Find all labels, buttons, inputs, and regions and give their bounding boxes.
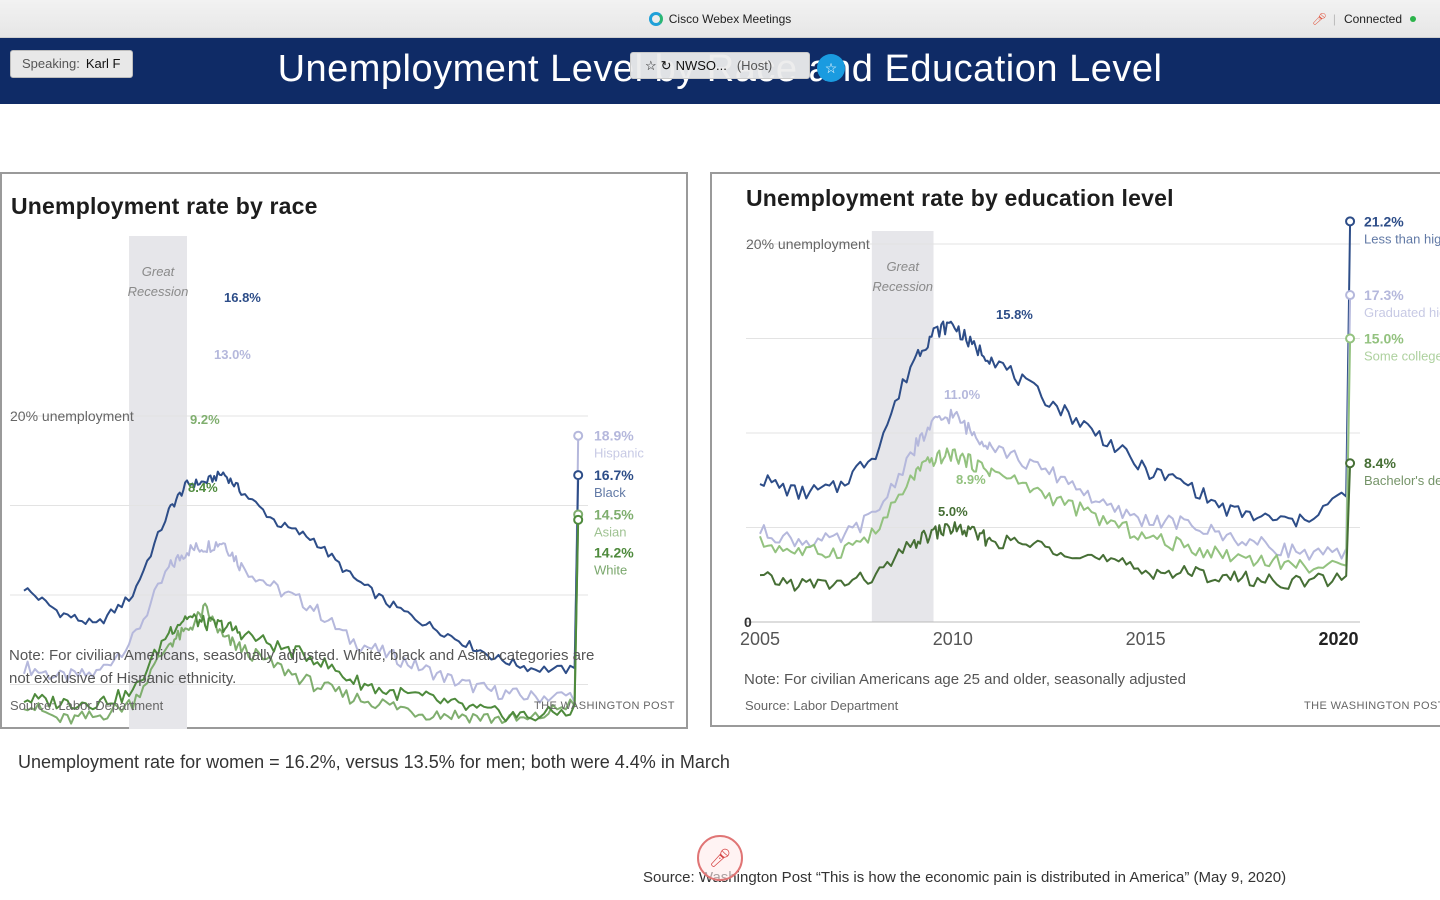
recession-label: Recession bbox=[128, 284, 189, 299]
active-speaker-badge: Speaking: Karl F bbox=[10, 50, 133, 78]
peak-data-label: 5.0% bbox=[938, 504, 968, 519]
education-chart-note: Note: For civilian Americans age 25 and … bbox=[744, 671, 1186, 688]
share-control-icon[interactable]: ↻ bbox=[660, 58, 672, 73]
series-end-marker bbox=[573, 430, 584, 441]
pin-share-icon[interactable]: ☆ bbox=[817, 54, 845, 82]
education-chart-source: Source: Labor Department bbox=[745, 698, 899, 713]
women-vs-men-note: Unemployment rate for women = 16.2%, ver… bbox=[18, 752, 730, 772]
series-end-marker bbox=[573, 514, 584, 525]
recession-label: Recession bbox=[872, 279, 933, 294]
presenter-chip[interactable]: ☆ ↻ NWSO... (Host) bbox=[630, 52, 810, 79]
end-series-name-label: Graduated high school bbox=[1364, 305, 1440, 320]
x-tick-label: 2005 bbox=[740, 629, 780, 649]
window-title-bar: Cisco Webex Meetings 🎤︎ | Connected bbox=[0, 0, 1440, 38]
webex-logo-icon bbox=[648, 12, 663, 26]
series-line-black bbox=[23, 470, 580, 675]
series-line-white bbox=[23, 519, 580, 723]
app-title-text: Cisco Webex Meetings bbox=[668, 12, 792, 26]
series-line-asian bbox=[23, 514, 580, 725]
series-line-some-college bbox=[759, 338, 1352, 574]
y-axis-top-label: 20% unemployment bbox=[10, 408, 134, 424]
series-line-less-than-high-school bbox=[759, 221, 1352, 528]
end-value-label: 14.2% bbox=[594, 544, 634, 560]
peak-data-label: 8.9% bbox=[956, 472, 986, 487]
peak-data-label: 11.0% bbox=[944, 387, 981, 402]
education-chart-credit: THE WASHINGTON POST bbox=[1304, 700, 1440, 712]
x-tick-label: 2015 bbox=[1126, 629, 1166, 649]
end-series-name-label: Less than high school bbox=[1364, 231, 1440, 246]
speaking-label: Speaking: bbox=[22, 56, 80, 71]
education-chart-title: Unemployment rate by education level bbox=[746, 185, 1174, 211]
end-series-name-label: Some college bbox=[1364, 349, 1440, 364]
recession-band bbox=[129, 236, 187, 729]
x-tick-label: 2010 bbox=[933, 629, 973, 649]
speaker-name: Karl F bbox=[85, 56, 121, 71]
recession-label: Great bbox=[142, 264, 176, 279]
connection-status-text: Connected bbox=[1343, 12, 1402, 26]
education-chart-panel: Unemployment rate by education level Gre… bbox=[710, 172, 1440, 727]
series-end-marker bbox=[1345, 216, 1356, 227]
end-series-name-label: Asian bbox=[594, 524, 627, 539]
end-series-name-label: Bachelor's degree or above bbox=[1364, 473, 1440, 488]
end-value-label: 17.3% bbox=[1364, 287, 1404, 303]
end-series-name-label: White bbox=[594, 562, 627, 577]
muted-mic-icon[interactable]: 🎤︎ bbox=[1311, 12, 1327, 26]
end-value-label: 15.0% bbox=[1364, 331, 1404, 347]
muted-microphone-indicator-icon[interactable]: 🎤︎ bbox=[697, 835, 743, 881]
race-chart-title: Unemployment rate by race bbox=[11, 193, 318, 219]
series-line-hispanic bbox=[23, 435, 580, 704]
series-end-marker bbox=[1345, 290, 1356, 301]
series-line-bachelor-s-degree-or-above bbox=[759, 463, 1352, 592]
slide-source: Source: Washington Post “This is how the… bbox=[643, 869, 1287, 886]
race-chart-source: Source: Labor Department bbox=[10, 698, 164, 713]
end-value-label: 21.2% bbox=[1364, 213, 1404, 229]
presenter-name: NWSO... bbox=[675, 58, 727, 73]
race-chart-note: Note: For civilian Americans, seasonally… bbox=[9, 647, 595, 687]
connected-dot-icon bbox=[1410, 16, 1416, 22]
end-value-label: 14.5% bbox=[594, 506, 634, 522]
end-value-label: 16.7% bbox=[594, 467, 634, 483]
slide-header: Unemployment Level by Race and Education… bbox=[0, 38, 1440, 104]
peak-data-label: 13.0% bbox=[214, 347, 251, 362]
pin-icon[interactable]: ☆ bbox=[645, 58, 657, 73]
series-end-marker bbox=[1345, 333, 1356, 344]
end-series-name-label: Hispanic bbox=[594, 446, 644, 461]
recession-label: Great bbox=[886, 259, 920, 274]
y-axis-zero-label: 0 bbox=[744, 614, 752, 630]
x-tick-label: 2020 bbox=[1318, 629, 1358, 649]
app-title: Cisco Webex Meetings bbox=[0, 12, 1440, 26]
series-end-marker bbox=[1345, 458, 1356, 469]
peak-data-label: 15.8% bbox=[996, 307, 1033, 322]
series-line-graduated-high-school bbox=[759, 294, 1352, 561]
series-end-marker bbox=[573, 470, 584, 481]
divider: | bbox=[1332, 12, 1336, 26]
peak-data-label: 8.4% bbox=[188, 480, 218, 495]
race-chart-credit: THE WASHINGTON POST bbox=[534, 700, 675, 712]
end-value-label: 18.9% bbox=[594, 428, 634, 444]
connection-status: 🎤︎ | Connected bbox=[1312, 12, 1416, 26]
recession-band bbox=[871, 231, 934, 622]
y-axis-top-label: 20% unemployment bbox=[746, 236, 870, 252]
peak-data-label: 16.8% bbox=[224, 290, 261, 305]
end-series-name-label: Black bbox=[594, 485, 626, 500]
peak-data-label: 9.2% bbox=[190, 412, 220, 427]
presenter-role: (Host) bbox=[736, 58, 773, 73]
race-chart-panel: Unemployment rate by race Great Recession… bbox=[0, 172, 688, 729]
end-value-label: 8.4% bbox=[1364, 455, 1396, 471]
